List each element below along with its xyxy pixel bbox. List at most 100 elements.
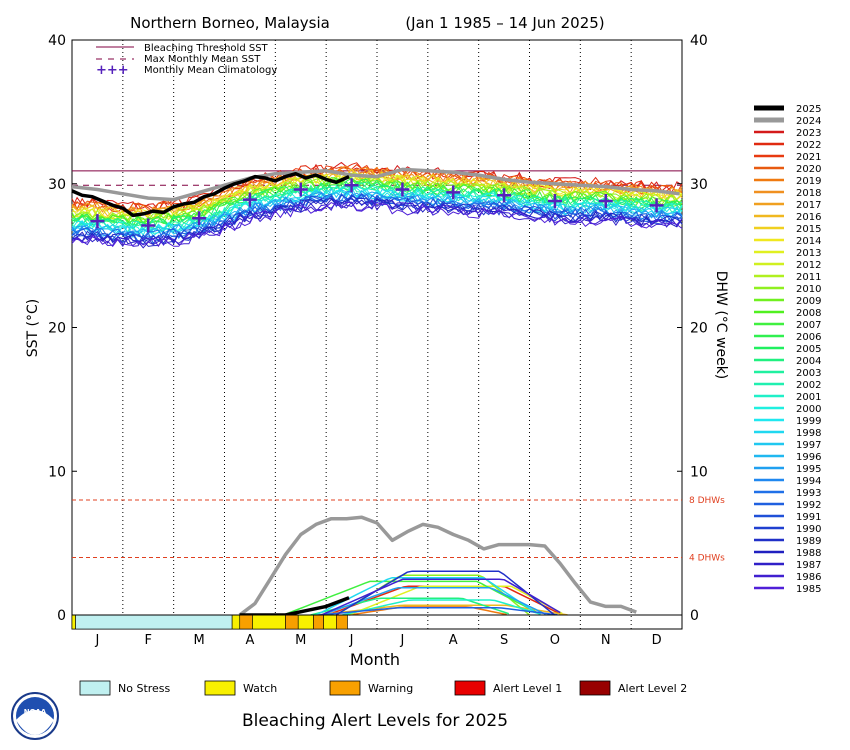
inner-legend: Bleaching Threshold SST Max Monthly Mean…	[96, 43, 277, 78]
alert-legend-swatch	[329, 680, 361, 696]
x-axis-label: Month	[350, 650, 400, 669]
year-legend-label: 2017	[796, 200, 821, 211]
year-legend-label: 1986	[796, 572, 821, 583]
year-sst-line	[71, 179, 683, 230]
year-legend-label: 1991	[796, 512, 821, 523]
year-legend-label: 1989	[796, 536, 821, 547]
legend-mmm-label: Max Monthly Mean SST	[144, 54, 261, 65]
year-dhw-line	[321, 578, 561, 616]
alert-strip-segment	[75, 614, 233, 630]
month-label: D	[652, 633, 662, 648]
climatology-marker	[141, 218, 156, 233]
alert-strip-segment	[313, 614, 324, 630]
alert-legend-label: Alert Level 2	[618, 682, 687, 695]
year-dhw-line	[348, 585, 563, 616]
year-legend-label: 1995	[796, 464, 821, 475]
year-legend-label: 1992	[796, 500, 821, 511]
year-legend-label: 2001	[796, 392, 821, 403]
year-legend-label: 2022	[796, 140, 821, 151]
noaa-logo: NOAA	[11, 692, 59, 740]
year-legend-label: 2011	[796, 272, 821, 283]
alert-strip-segment	[71, 614, 76, 630]
climatology-marker	[547, 194, 562, 208]
year-sst-line	[71, 191, 683, 241]
y-tick-label: 30	[48, 177, 66, 193]
alert-legend-swatch	[204, 680, 236, 696]
year-dhw-line	[348, 606, 507, 616]
alert-legend-swatch	[454, 680, 486, 696]
plot-area	[71, 39, 683, 630]
y-axis-label: SST (°C)	[25, 299, 41, 357]
series-2024-dhw	[238, 515, 637, 617]
year-legend-label: 1988	[796, 548, 821, 559]
year-legend-label: 2007	[796, 320, 821, 331]
year-legend-label: 1999	[796, 416, 821, 427]
legend-threshold-label: Bleaching Threshold SST	[144, 43, 269, 54]
y-tick-label-right: 10	[690, 464, 708, 480]
climatology-marker	[242, 192, 257, 207]
climatology-marker	[497, 188, 512, 203]
year-legend-label: 2013	[796, 248, 821, 259]
year-legend-label: 2021	[796, 152, 821, 163]
month-label: F	[145, 633, 152, 648]
year-legend-label: 1998	[796, 428, 821, 439]
alert-legend-label: Watch	[243, 682, 277, 695]
chart-title: Northern Borneo, Malaysia	[130, 14, 330, 32]
year-sst-line	[71, 197, 683, 247]
chart-subtitle: (Jan 1 1985 – 14 Jun 2025)	[405, 14, 604, 32]
y-axis-label-right: DHW (°C week)	[713, 271, 729, 380]
year-legend-label: 1990	[796, 524, 821, 535]
year-legend-label: 2008	[796, 308, 821, 319]
year-sst-line	[71, 162, 683, 213]
y-tick-label-right: 40	[690, 33, 708, 49]
year-legend-label: 1987	[796, 560, 821, 571]
y-tick-label-right: 20	[690, 321, 708, 337]
alert-strip-segment	[252, 614, 286, 630]
year-legend-label: 2003	[796, 368, 821, 379]
month-label: S	[500, 633, 508, 648]
year-sst-line	[71, 185, 683, 235]
year-legend-label: 2004	[796, 356, 821, 367]
alert-strip-segment	[239, 614, 253, 630]
year-legend-label: 1985	[796, 584, 821, 595]
y-tick-label-right: 0	[690, 608, 699, 624]
year-dhw-line	[318, 606, 558, 616]
y-tick-label: 40	[48, 33, 66, 49]
year-legend-label: 2015	[796, 224, 821, 235]
climatology-marker	[598, 194, 613, 208]
alert-legend-label: No Stress	[118, 682, 171, 695]
y-tick-label: 20	[48, 321, 66, 337]
alert-strip-segment	[285, 614, 299, 630]
dhw-line-label: 4 DHWs	[689, 554, 725, 564]
month-label: J	[94, 633, 99, 648]
alert-legend-label: Alert Level 1	[493, 682, 562, 695]
year-legend-label: 2020	[796, 164, 821, 175]
year-legend-label: 1993	[796, 488, 821, 499]
month-label: N	[601, 633, 611, 648]
series-2025-sst	[71, 171, 350, 218]
alert-strip-segment	[231, 614, 241, 630]
axes: 0 0 10 10 20 20 30 30 40 40 J F M A M J J A S O N D	[48, 33, 708, 648]
month-label: J	[399, 633, 404, 648]
alert-legend-swatch	[79, 680, 111, 696]
y-tick-label: 10	[48, 464, 66, 480]
y-tick-label-right: 30	[690, 177, 708, 193]
year-legend-label: 2025	[796, 104, 821, 115]
alert-strip	[71, 614, 682, 630]
alert-strip-segment	[323, 614, 337, 630]
climatology-marker	[192, 211, 207, 226]
year-sst-line	[71, 199, 683, 249]
year-legend-label: 2018	[796, 188, 821, 199]
year-legend-label: 2010	[796, 284, 821, 295]
series-2024-sst	[71, 167, 680, 202]
year-legend-label: 2019	[796, 176, 821, 187]
alert-legend-swatch	[579, 680, 611, 696]
year-legend-label: 2002	[796, 380, 821, 391]
year-sst-line	[71, 195, 683, 245]
year-sst-line	[71, 193, 683, 241]
year-legend-label: 2000	[796, 404, 821, 415]
year-dhw-line	[283, 580, 539, 616]
climatology-marker	[649, 198, 664, 213]
year-legend-label: 1997	[796, 440, 821, 451]
